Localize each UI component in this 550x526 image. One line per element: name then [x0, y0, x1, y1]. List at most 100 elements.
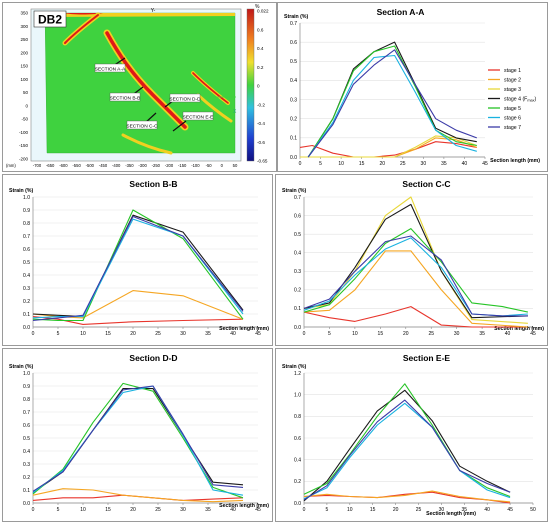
x-tick-label: 45: [482, 161, 488, 167]
chart-section-c-c: Section C-C Strain (%) 0.0 0.1 0.2 0.3 0.4 0.5 0…: [276, 175, 547, 345]
colorbar-tick-label: 0.2: [257, 65, 264, 70]
map-x-tick-label: -300: [138, 163, 147, 168]
legend-entry: stage 2: [504, 77, 521, 83]
map-section-label-c: SECTION C-C: [126, 121, 158, 129]
x-axis-label: Section length (mm): [219, 503, 269, 509]
map-section-label-d: SECTION D-D: [169, 94, 201, 102]
map-y-tick-label: 300: [20, 24, 28, 29]
chart-title: Section C-C: [402, 179, 450, 189]
map-x-tick-label: -400: [112, 163, 121, 168]
map-section-label-e: SECTION E-E: [183, 112, 214, 120]
map-x-tick-label: 0: [221, 163, 224, 168]
chart-panel-section-b-b: Section B-B Strain (%) 0.0 0.1 0.2 0.3 0.4 0.5 0…: [2, 174, 273, 346]
map-x-tick-label: -250: [152, 163, 161, 168]
series-line-2: [33, 291, 243, 320]
series-line-5: [308, 46, 477, 157]
map-x-tick-label: -100: [191, 163, 200, 168]
series-line-6: [33, 386, 243, 491]
strain-map-panel: SECTION A-A SECTION B-B SECTION C-C SECT…: [2, 2, 277, 172]
svg-text:SECTION C-C: SECTION C-C: [126, 123, 158, 129]
y-tick-label: 0.0: [23, 501, 30, 507]
x-axis-label: Section length (mm): [426, 511, 476, 517]
x-tick-label: 0: [32, 507, 35, 513]
y-tick-label: 0.5: [23, 260, 30, 266]
legend-entry: stage 6: [504, 115, 521, 121]
legend-entry: stage 5: [504, 106, 521, 112]
map-unit-label: (mm): [6, 163, 16, 168]
svg-text:SECTION B-B: SECTION B-B: [110, 95, 141, 101]
y-tick-label: 0.2: [23, 299, 30, 305]
y-tick-label: 0.5: [294, 232, 301, 238]
y-tick-label: 0.4: [294, 251, 301, 257]
x-tick-label: 40: [484, 507, 490, 513]
map-y-tick-label: 0: [25, 103, 28, 108]
colorbar-tick-label: 0: [257, 84, 260, 89]
chart-title: Section E-E: [403, 353, 451, 363]
svg-text:SECTION D-D: SECTION D-D: [169, 96, 201, 102]
y-tick-label: 0.0: [294, 501, 301, 507]
x-tick-label: 35: [441, 161, 447, 167]
x-tick-label: 50: [530, 507, 536, 513]
series-line-2: [33, 489, 243, 502]
y-tick-label: 0.7: [294, 195, 301, 201]
y-tick-label: 0.5: [23, 436, 30, 442]
y-tick-label: 0.8: [23, 397, 30, 403]
y-tick-label: 0.1: [290, 136, 297, 142]
colorbar-tick-label: -0.65: [257, 159, 268, 164]
x-tick-label: 30: [454, 331, 460, 337]
y-tick-label: 0.6: [290, 40, 297, 46]
series-line-4: [33, 210, 243, 321]
series-line-1: [300, 142, 477, 157]
y-tick-label: 0.3: [23, 462, 30, 468]
map-x-tick-label: -550: [72, 163, 81, 168]
x-tick-label: 20: [130, 331, 136, 337]
y-tick-label: 0.3: [23, 286, 30, 292]
y-tick-label: 1.0: [23, 371, 30, 377]
x-tick-label: 5: [319, 161, 322, 167]
y-axis-label: Strain (%): [282, 188, 306, 194]
colorbar-tick-label: 0.022: [257, 9, 269, 14]
y-tick-label: 0.4: [290, 78, 297, 84]
x-tick-label: 40: [462, 161, 468, 167]
x-tick-label: 5: [57, 507, 60, 513]
y-tick-label: 0.2: [294, 288, 301, 294]
x-tick-label: 0: [303, 507, 306, 513]
chart-panel-section-e-e: Section E-E Strain (%) 0.0 0.2 0.4 0.6 0.8 1.0 1…: [275, 348, 548, 522]
x-tick-label: 5: [328, 331, 331, 337]
colorbar-tick-label: -0.2: [257, 102, 265, 107]
chart-section-e-e: Section E-E Strain (%) 0.0 0.2 0.4 0.6 0.8 1.0 1…: [276, 349, 547, 521]
y-tick-label: 0.2: [290, 117, 297, 123]
x-tick-label: 25: [155, 331, 161, 337]
map-y-tick-label: 200: [20, 50, 28, 55]
y-tick-label: 1.0: [294, 392, 301, 398]
x-tick-label: 30: [421, 161, 427, 167]
y-tick-label: 0.1: [23, 312, 30, 318]
x-tick-label: 15: [378, 331, 384, 337]
legend-entry: stage 7: [504, 125, 521, 131]
colorbar-tick-label: 0.4: [257, 46, 264, 51]
y-tick-label: 0.2: [294, 479, 301, 485]
svg-text:SECTION E-E: SECTION E-E: [183, 114, 214, 120]
map-y-axis-label: Y-: [151, 8, 156, 14]
map-y-tick-label: -100: [19, 130, 29, 135]
x-tick-label: 0: [303, 331, 306, 337]
map-y-tick-label: -150: [19, 143, 29, 148]
x-tick-label: 20: [393, 507, 399, 513]
y-tick-label: 0.0: [290, 155, 297, 161]
y-tick-label: 0.8: [23, 221, 30, 227]
x-tick-label: 15: [105, 507, 111, 513]
chart-panel-section-a-a: Section A-A Strain (%) 0.0 0.1 0.2 0.3 0.4 0.5 0…: [277, 2, 548, 172]
colorbar-tick-label: 0.6: [257, 27, 264, 32]
x-tick-label: 45: [507, 507, 513, 513]
y-tick-label: 0.7: [290, 21, 297, 27]
x-tick-label: 5: [326, 507, 329, 513]
chart-title: Section B-B: [129, 179, 177, 189]
y-tick-label: 0.2: [23, 475, 30, 481]
x-tick-label: 10: [80, 507, 86, 513]
series-line-5: [33, 386, 243, 495]
map-y-tick-label: 350: [20, 11, 28, 16]
x-tick-label: 15: [105, 331, 111, 337]
y-tick-label: 0.0: [23, 325, 30, 331]
map-x-tick-label: -50: [206, 163, 213, 168]
colorbar: [247, 9, 254, 161]
